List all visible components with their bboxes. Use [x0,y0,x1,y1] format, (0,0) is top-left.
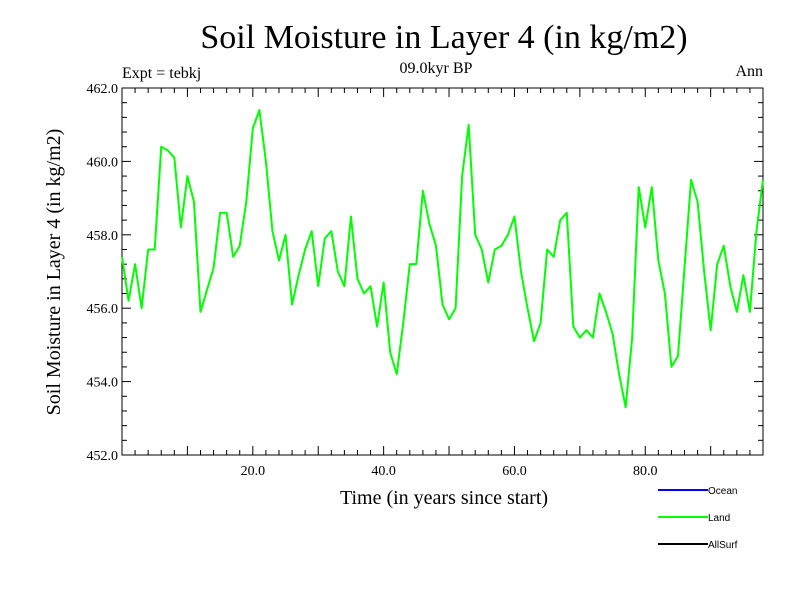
chart-title: Soil Moisture in Layer 4 (in kg/m2) [200,19,687,56]
y-tick-label: 452.0 [87,449,119,464]
axis-ticks [122,88,763,455]
plot-area [121,87,764,456]
y-tick-label: 462.0 [87,82,119,97]
x-axis-label: Time (in years since start) [340,487,548,509]
y-tick-label: 454.0 [87,376,119,391]
legend-label-land: Land [708,513,730,524]
legend: Ocean Land AllSurf [658,486,738,551]
series-line-land [121,109,764,409]
y-tick-label: 456.0 [87,302,119,317]
legend-label-ocean: Ocean [708,486,737,497]
axis-tick-labels: 20.0 40.0 60.0 80.0 452.0 454.0 456.0 458.0 460.… [87,82,658,479]
chart-subtitle: 09.0kyr BP [400,60,473,77]
y-axis-label: Soil Moisture in Layer 4 (in kg/m2) [43,129,65,416]
x-tick-label: 20.0 [241,464,266,479]
period-label: Ann [735,63,763,80]
expt-label: Expt = tebkj [122,65,201,82]
series-lines [121,109,764,409]
legend-label-allsurf: AllSurf [708,540,738,551]
x-tick-label: 40.0 [371,464,396,479]
y-tick-label: 460.0 [87,155,119,170]
x-tick-label: 80.0 [633,464,658,479]
y-tick-label: 458.0 [87,229,119,244]
x-tick-label: 60.0 [502,464,527,479]
